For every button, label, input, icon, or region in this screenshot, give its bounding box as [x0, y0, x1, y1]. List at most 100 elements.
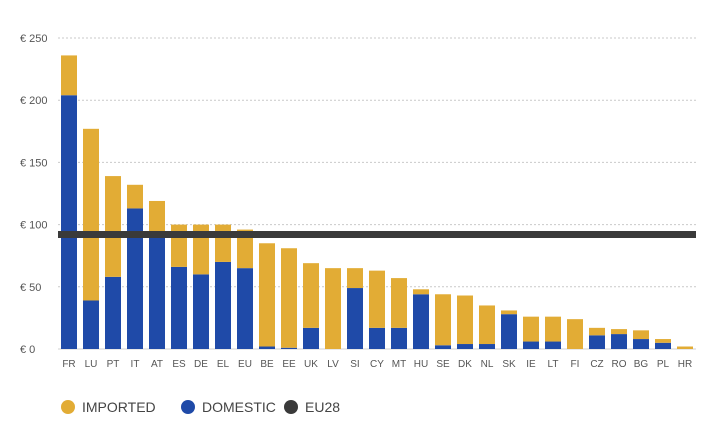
bar-domestic-hu	[413, 294, 429, 349]
bar-domestic-lu	[83, 300, 99, 349]
bar-domestic-se	[435, 345, 451, 349]
legend-marker-domestic	[181, 400, 195, 414]
x-tick-label-si: SI	[350, 359, 359, 370]
bar-domestic-pl	[655, 343, 671, 349]
bar-domestic-at	[149, 236, 165, 349]
bar-domestic-ro	[611, 334, 627, 349]
x-tick-label-pt: PT	[107, 359, 120, 370]
x-tick-label-it: IT	[131, 359, 140, 370]
bar-domestic-it	[127, 208, 143, 349]
bar-domestic-sk	[501, 314, 517, 349]
bar-imported-bg	[633, 330, 649, 339]
x-tick-label-el: EL	[217, 359, 230, 370]
x-tick-label-at: AT	[151, 359, 163, 370]
bar-domestic-mt	[391, 328, 407, 349]
bar-domestic-eu	[237, 268, 253, 349]
bar-domestic-el	[215, 262, 231, 349]
bar-imported-el	[215, 225, 231, 262]
y-axis-ticks: € 0 € 50 € 100 € 150 € 200 € 250	[20, 33, 48, 356]
x-tick-label-de: DE	[194, 359, 208, 370]
x-tick-label-pl: PL	[657, 359, 670, 370]
bars	[61, 55, 693, 349]
bar-imported-ee	[281, 248, 297, 348]
bar-imported-nl	[479, 305, 495, 344]
bar-imported-lu	[83, 129, 99, 301]
bar-domestic-pt	[105, 277, 121, 349]
x-tick-label-bg: BG	[634, 359, 649, 370]
x-tick-label-ee: EE	[282, 359, 296, 370]
bar-imported-ie	[523, 317, 539, 342]
x-tick-label-se: SE	[436, 359, 450, 370]
x-tick-label-lt: LT	[548, 359, 559, 370]
bar-imported-at	[149, 201, 165, 236]
bar-imported-hr	[677, 347, 693, 349]
bar-domestic-de	[193, 274, 209, 349]
x-tick-label-fr: FR	[62, 359, 75, 370]
x-tick-label-be: BE	[260, 359, 274, 370]
bar-domestic-bg	[633, 339, 649, 349]
x-tick-label-cy: CY	[370, 359, 384, 370]
x-tick-label-hu: HU	[414, 359, 428, 370]
bar-imported-it	[127, 185, 143, 209]
bar-imported-fr	[61, 55, 77, 95]
y-tick-label: € 0	[20, 344, 35, 356]
bar-domestic-nl	[479, 344, 495, 349]
bar-domestic-dk	[457, 344, 473, 349]
x-tick-label-ro: RO	[612, 359, 627, 370]
bar-imported-hu	[413, 289, 429, 294]
bar-imported-pt	[105, 176, 121, 277]
y-tick-label: € 200	[20, 95, 48, 107]
bar-domestic-uk	[303, 328, 319, 349]
bar-domestic-ee	[281, 348, 297, 349]
bar-imported-uk	[303, 263, 319, 328]
y-tick-label: € 50	[20, 282, 41, 294]
x-tick-label-lu: LU	[85, 359, 98, 370]
bar-imported-es	[171, 225, 187, 267]
bar-imported-mt	[391, 278, 407, 328]
legend-marker-imported	[61, 400, 75, 414]
bar-imported-ro	[611, 329, 627, 334]
legend-label-imported: IMPORTED	[82, 399, 156, 415]
x-tick-label-lv: LV	[327, 359, 339, 370]
bar-imported-be	[259, 243, 275, 346]
x-tick-label-es: ES	[172, 359, 186, 370]
bar-domestic-cz	[589, 335, 605, 349]
bar-domestic-be	[259, 347, 275, 349]
bar-imported-lv	[325, 268, 341, 349]
x-axis-labels: FR LU PT IT AT ES DE EL EU BE EE UK LV SI CY MT HU SE DK NL…	[62, 359, 692, 370]
bar-imported-lt	[545, 317, 561, 342]
x-tick-label-sk: SK	[502, 359, 516, 370]
y-tick-label: € 100	[20, 220, 48, 232]
x-tick-label-nl: NL	[481, 359, 494, 370]
bar-domestic-ie	[523, 342, 539, 349]
bar-imported-fi	[567, 319, 583, 349]
y-tick-label: € 150	[20, 157, 48, 169]
legend-marker-eu28	[284, 400, 298, 414]
bar-imported-sk	[501, 310, 517, 314]
bar-domestic-es	[171, 267, 187, 349]
bar-domestic-lt	[545, 342, 561, 349]
x-tick-label-uk: UK	[304, 359, 318, 370]
x-tick-label-mt: MT	[392, 359, 406, 370]
bar-imported-pl	[655, 339, 671, 343]
bar-domestic-fr	[61, 95, 77, 349]
bar-imported-cz	[589, 328, 605, 335]
bar-imported-dk	[457, 296, 473, 345]
x-tick-label-eu: EU	[238, 359, 252, 370]
legend: IMPORTED DOMESTIC EU28	[61, 399, 340, 415]
bar-imported-cy	[369, 271, 385, 328]
bar-domestic-cy	[369, 328, 385, 349]
y-tick-label: € 250	[20, 33, 48, 45]
x-tick-label-ie: IE	[526, 359, 536, 370]
legend-label-domestic: DOMESTIC	[202, 399, 276, 415]
legend-label-eu28: EU28	[305, 399, 340, 415]
bar-imported-si	[347, 268, 363, 288]
x-tick-label-dk: DK	[458, 359, 472, 370]
bar-imported-se	[435, 294, 451, 345]
x-tick-label-cz: CZ	[590, 359, 603, 370]
bar-domestic-si	[347, 288, 363, 349]
x-tick-label-fi: FI	[571, 359, 580, 370]
x-tick-label-hr: HR	[678, 359, 692, 370]
